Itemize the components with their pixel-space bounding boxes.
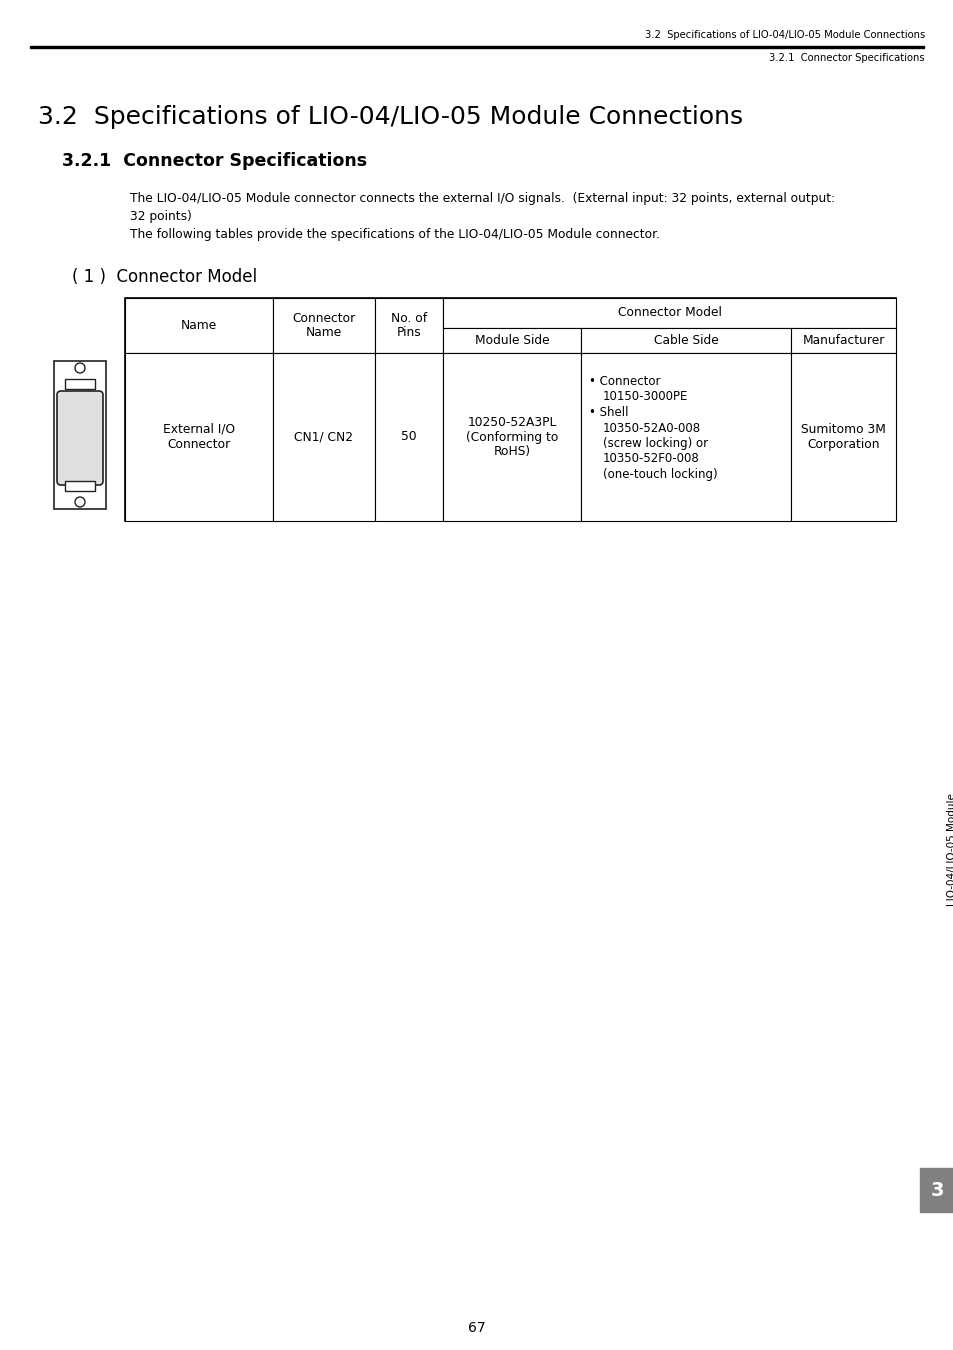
Text: (one-touch locking): (one-touch locking) — [602, 468, 717, 481]
Bar — [125, 298, 895, 521]
Text: External I/O
Connector: External I/O Connector — [163, 423, 234, 451]
Text: 3.2  Specifications of LIO-04/LIO-05 Module Connections: 3.2 Specifications of LIO-04/LIO-05 Modu… — [38, 105, 742, 130]
Bar — [375, 352, 442, 521]
Text: 67: 67 — [468, 1322, 485, 1335]
FancyBboxPatch shape — [57, 392, 103, 485]
Bar — [580, 328, 790, 352]
Bar — [125, 298, 273, 352]
Text: Name: Name — [181, 319, 217, 332]
Text: Sumitomo 3M
Corporation: Sumitomo 3M Corporation — [801, 423, 885, 451]
Text: 10150-3000PE: 10150-3000PE — [602, 390, 688, 404]
Text: 3: 3 — [929, 1180, 943, 1200]
Bar — [65, 379, 95, 389]
Bar — [442, 298, 895, 328]
Bar — [442, 352, 580, 521]
Bar — [54, 360, 106, 509]
Text: 32 points): 32 points) — [130, 211, 192, 223]
Text: (screw locking) or: (screw locking) or — [602, 437, 707, 450]
Text: CN1/ CN2: CN1/ CN2 — [294, 431, 354, 444]
Text: Cable Side: Cable Side — [653, 333, 718, 347]
Bar — [273, 298, 375, 352]
Text: The following tables provide the specifications of the LIO-04/LIO-05 Module conn: The following tables provide the specifi… — [130, 228, 659, 242]
Text: Module Side: Module Side — [475, 333, 549, 347]
Bar — [442, 328, 580, 352]
Text: No. of
Pins: No. of Pins — [391, 312, 427, 339]
Bar — [375, 298, 442, 352]
Text: 10350-52F0-008: 10350-52F0-008 — [602, 452, 699, 466]
Text: 3.2  Specifications of LIO-04/LIO-05 Module Connections: 3.2 Specifications of LIO-04/LIO-05 Modu… — [644, 30, 924, 40]
Bar — [273, 352, 375, 521]
Bar — [30, 46, 923, 49]
Text: Connector Model: Connector Model — [617, 306, 720, 320]
Bar — [125, 352, 273, 521]
Text: ( 1 )  Connector Model: ( 1 ) Connector Model — [71, 269, 257, 286]
Text: The LIO-04/LIO-05 Module connector connects the external I/O signals.  (External: The LIO-04/LIO-05 Module connector conne… — [130, 192, 834, 205]
Text: Manufacturer: Manufacturer — [801, 333, 883, 347]
Circle shape — [75, 497, 85, 508]
Bar — [919, 1168, 953, 1212]
Text: 10250-52A3PL
(Conforming to
RoHS): 10250-52A3PL (Conforming to RoHS) — [465, 416, 558, 459]
Circle shape — [75, 363, 85, 373]
Text: 10350-52A0-008: 10350-52A0-008 — [602, 421, 700, 435]
Text: Connector
Name: Connector Name — [292, 312, 355, 339]
Text: • Shell: • Shell — [588, 406, 628, 418]
Text: 50: 50 — [401, 431, 416, 444]
Text: 3.2.1  Connector Specifications: 3.2.1 Connector Specifications — [62, 153, 367, 170]
Bar — [790, 352, 895, 521]
Bar — [790, 328, 895, 352]
Text: • Connector: • Connector — [588, 375, 659, 387]
Text: LIO-04/LIO-05 Module: LIO-04/LIO-05 Module — [946, 794, 953, 906]
Text: 3.2.1  Connector Specifications: 3.2.1 Connector Specifications — [768, 53, 924, 63]
Bar — [65, 481, 95, 491]
Bar — [580, 352, 790, 521]
